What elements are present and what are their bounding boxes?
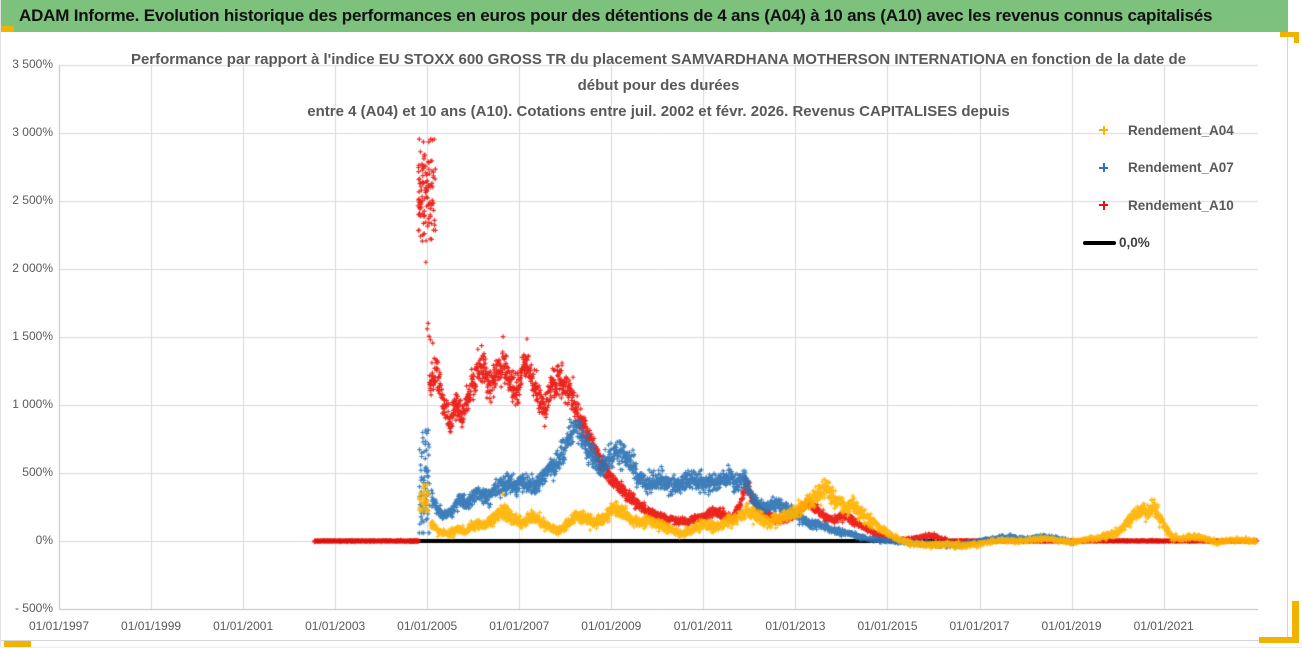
y-axis-label: 3 000%	[12, 125, 53, 139]
y-axis-label: 1 000%	[12, 397, 53, 411]
chart-title-line3: entre 4 (A04) et 10 ans (A10). Cotations…	[307, 103, 1010, 120]
x-axis-label: 01/01/2021	[1133, 619, 1194, 633]
x-axis-label: 01/01/2007	[489, 619, 550, 633]
chart-title-line1: Performance par rapport à l'indice EU ST…	[130, 51, 1187, 68]
x-axis-label: 01/01/2003	[305, 619, 366, 633]
chart-title: Performance par rapport à l'indice EU ST…	[59, 47, 1258, 125]
y-axis-label: 500%	[22, 465, 53, 479]
x-axis-label: 01/01/1999	[121, 619, 182, 633]
legend-label: Rendement_A07	[1128, 160, 1234, 175]
selection-border-bottom-right-h	[1259, 637, 1299, 643]
legend-label: 0,0%	[1119, 235, 1150, 250]
legend-line-marker	[1083, 240, 1116, 245]
x-axis-label: 01/01/1997	[28, 619, 90, 633]
legend-item-rendement-a04[interactable]: Rendement_A04	[1097, 120, 1234, 140]
legend-plus-marker	[1097, 124, 1110, 137]
y-axis-label: - 500%	[14, 601, 53, 615]
selection-border-top-left	[1, 26, 14, 32]
x-axis-label: 01/01/2019	[1041, 619, 1102, 633]
x-axis-label: 01/01/2011	[673, 619, 733, 633]
legend-item-0-0-[interactable]: 0,0%	[1083, 233, 1150, 253]
y-axis-label: 3 500%	[12, 57, 53, 71]
legend-item-rendement-a07[interactable]: Rendement_A07	[1097, 158, 1234, 178]
legend-label: Rendement_A10	[1128, 197, 1234, 213]
legend-item-rendement-a10[interactable]: Rendement_A10	[1097, 195, 1234, 215]
selection-border-bottom-left	[4, 641, 31, 647]
x-axis-label: 01/01/2017	[949, 619, 1010, 633]
legend-label: Rendement_A04	[1128, 122, 1234, 138]
selection-border-top-right-v	[1294, 32, 1299, 43]
legend-plus-marker	[1097, 161, 1110, 174]
y-axis-label: 0%	[35, 533, 53, 547]
y-axis-label: 2 500%	[12, 193, 53, 207]
x-axis-label: 01/01/2009	[581, 619, 642, 633]
selection-border-top-right-h	[1280, 32, 1299, 37]
chart-title-line2: début pour des durées	[577, 77, 740, 94]
x-axis-label: 01/01/2013	[765, 619, 826, 633]
selection-border-bottom-right-v[interactable]	[1292, 601, 1299, 643]
x-axis-label: 01/01/2001	[213, 619, 274, 633]
y-axis-label: 1 500%	[12, 329, 53, 343]
legend-plus-marker	[1097, 199, 1110, 212]
y-axis-label: 2 000%	[12, 261, 53, 275]
x-axis-label: 01/01/2005	[397, 619, 458, 633]
x-axis-label: 01/01/2015	[857, 619, 918, 633]
